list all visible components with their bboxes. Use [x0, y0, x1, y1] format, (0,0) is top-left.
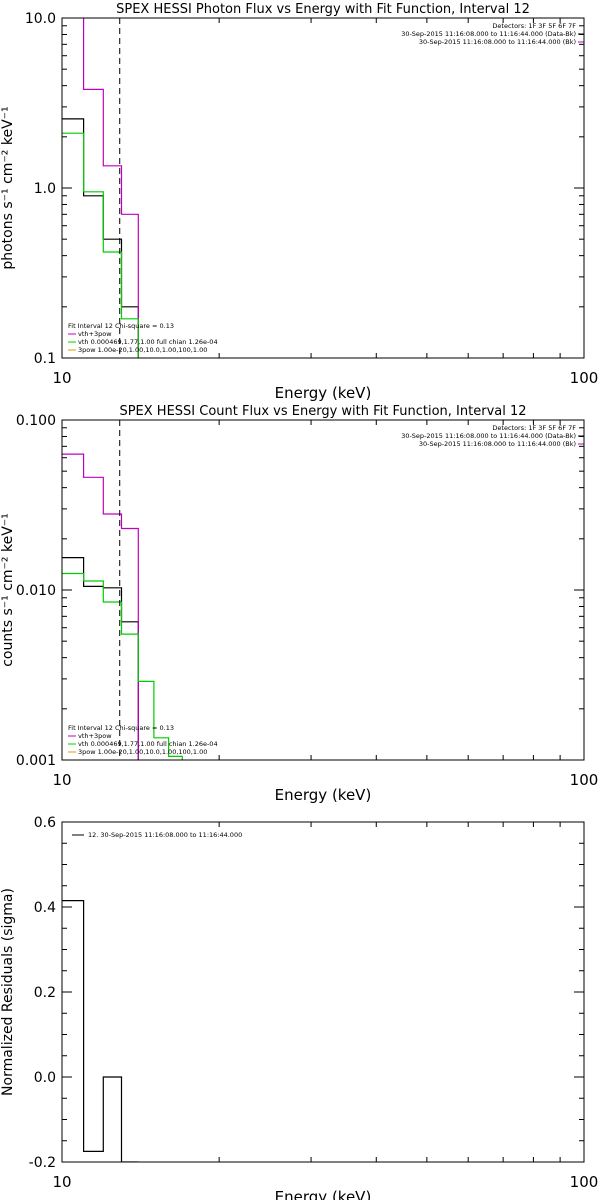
x-axis-label: Energy (keV): [275, 786, 372, 804]
y-axis-label: Normalized Residuals (sigma): [0, 888, 16, 1096]
legend-entry: 3pow 1.00e-20,1.00,10.0,1.00,100,1.00: [78, 748, 207, 756]
series-line-3: [62, 132, 139, 358]
series-group: [62, 18, 139, 358]
y-tick-label: 0.001: [16, 753, 56, 769]
plot-frame: [61, 419, 585, 761]
legend-entry: 3pow 1.00e-20,1.00,10.0,1.00,100,1.00: [78, 346, 207, 354]
chart-title: SPEX HESSI Photon Flux vs Energy with Fi…: [116, 2, 530, 17]
header-line: Detectors: 1F 3F 5F 6F 7F: [492, 22, 576, 30]
header-line: 30-Sep-2015 11:16:08.000 to 11:16:44.000…: [419, 38, 576, 46]
series-line-3: [62, 572, 183, 760]
y-tick-label: 10.0: [25, 11, 56, 27]
y-tick-label: 0.100: [16, 413, 56, 429]
x-tick-label: 10: [52, 1173, 71, 1191]
y-tick-label: 0.0: [34, 1070, 56, 1086]
y-axis-label: counts s⁻¹ cm⁻² keV⁻¹: [0, 513, 16, 667]
series-line-2: [62, 453, 139, 760]
y-tick-label: 0.2: [34, 985, 56, 1001]
y-tick-label: 0.010: [16, 583, 56, 599]
chart-panel-3: 10 100 -0.2 0.0 0.2 0.4 0.6 Energy (keV) Normali…: [0, 815, 598, 1200]
x-tick-label: 100: [570, 771, 599, 789]
header-line: 30-Sep-2015 11:16:08.000 to 11:16:44.000…: [419, 440, 576, 448]
series-line-1: [62, 557, 139, 760]
y-axis-label: photons s⁻¹ cm⁻² keV⁻¹: [0, 106, 16, 269]
x-tick-label: 100: [570, 369, 599, 387]
series-line-1: [62, 900, 139, 1162]
y-tick-label: 0.6: [34, 815, 56, 831]
legend-entry: vth+3pow: [78, 330, 112, 338]
y-tick-label: -0.2: [29, 1155, 56, 1171]
legend-entry: vth+3pow: [78, 732, 112, 740]
header-line: 30-Sep-2015 11:16:08.000 to 11:16:44.000…: [401, 432, 576, 440]
legend-entry: Fit Interval 12 Chi-square = 0.13: [68, 322, 174, 330]
chart-panel-2: 10 100 0.001 0.010 0.100 SPEX HESSI Count Flu…: [0, 404, 599, 804]
chart-title: SPEX HESSI Count Flux vs Energy with Fit…: [119, 404, 526, 419]
legend-entry: vth 0.000469,1.77,1.00 full chian 1.26e-…: [78, 740, 218, 748]
y-tick-label: 0.1: [34, 351, 56, 367]
plot-frame: [61, 17, 585, 359]
legend-entry: Fit Interval 12 Chi-square = 0.13: [68, 724, 174, 732]
legend-entry: vth 0.000469,1.77,1.00 full chian 1.26e-…: [78, 338, 218, 346]
x-axis-label: Energy (keV): [275, 384, 372, 402]
x-axis-label: Energy (keV): [275, 1188, 372, 1200]
legend-entry: 12. 30-Sep-2015 11:16:08.000 to 11:16:44…: [88, 831, 242, 839]
y-tick-label: 0.4: [34, 900, 56, 916]
series-group: [62, 900, 139, 1162]
series-line-2: [83, 18, 139, 358]
header-line: Detectors: 1F 3F 5F 6F 7F: [492, 424, 576, 432]
chart-panel-1: 10 100 0.1 1.0 10.0 SPEX HESSI Photon Flux vs…: [0, 2, 599, 402]
x-tick-label: 100: [570, 1173, 599, 1191]
x-tick-label: 10: [52, 771, 71, 789]
y-tick-label: 1.0: [34, 181, 56, 197]
series-group: [62, 453, 183, 760]
plot-frame: [61, 821, 585, 1163]
x-tick-label: 10: [52, 369, 71, 387]
header-line: 30-Sep-2015 11:16:08.000 to 11:16:44.000…: [401, 30, 576, 38]
